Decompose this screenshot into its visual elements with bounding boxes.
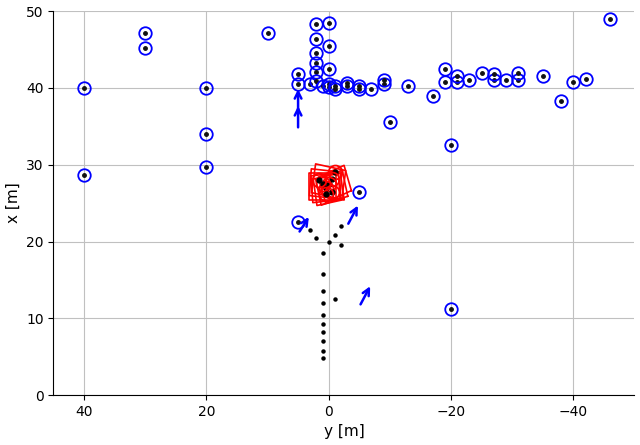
X-axis label: y [m]: y [m]: [324, 425, 364, 440]
Y-axis label: x [m]: x [m]: [6, 183, 20, 223]
